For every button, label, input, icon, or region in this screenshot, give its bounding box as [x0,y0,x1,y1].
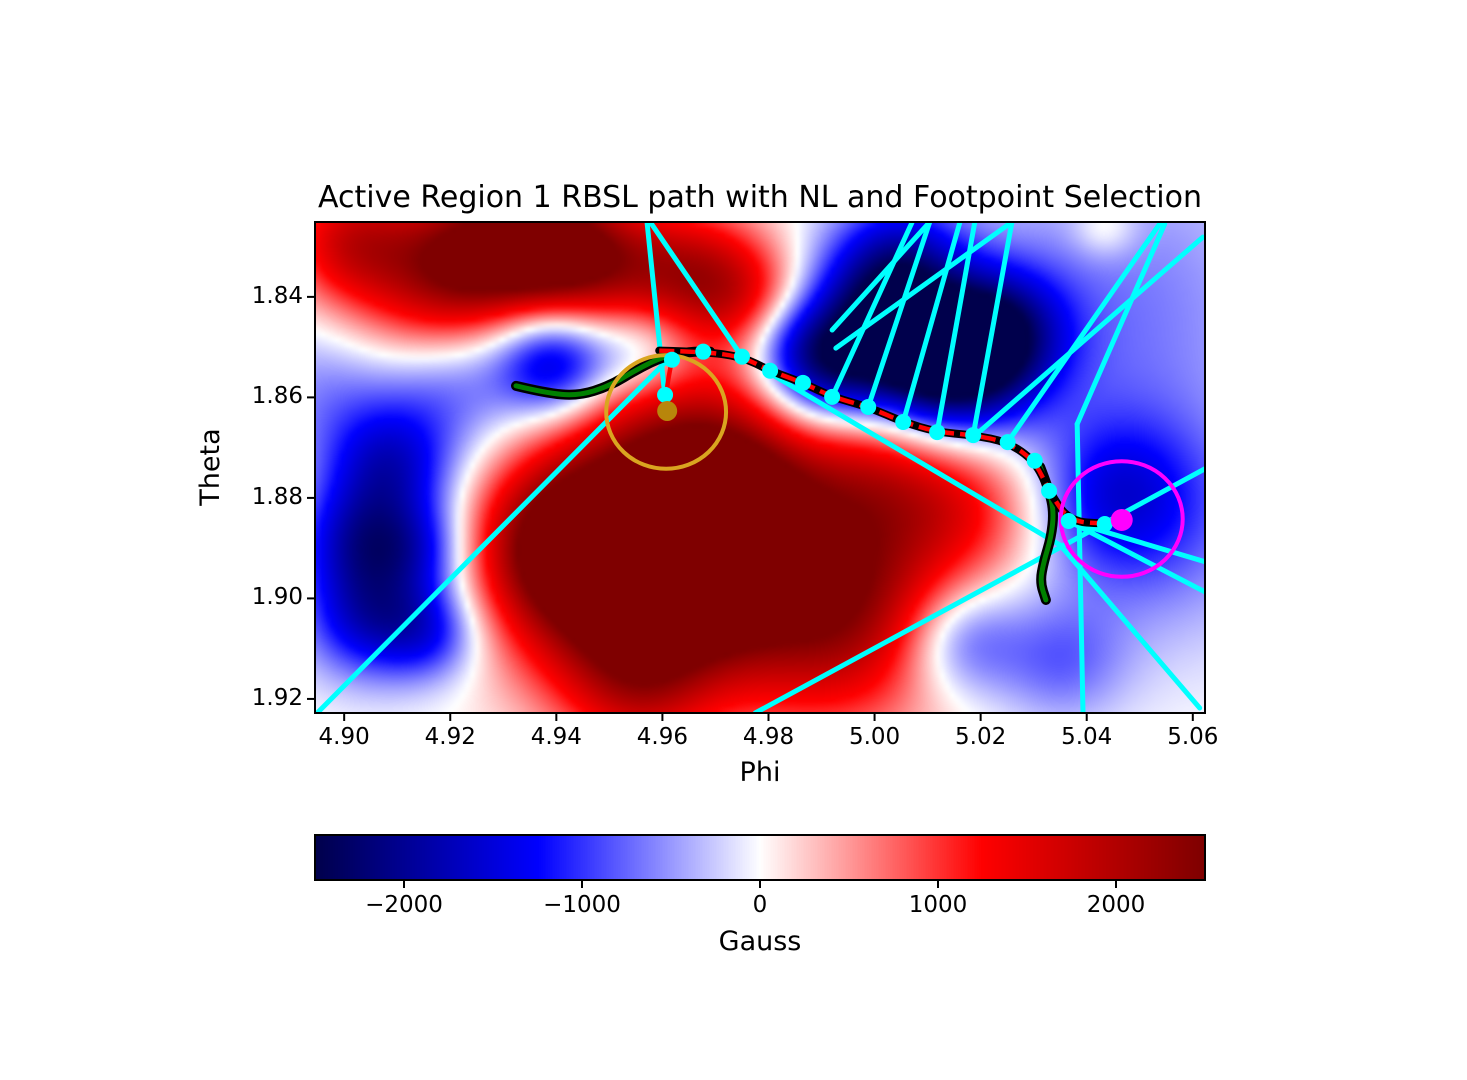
path-dot [824,388,841,405]
path-dot [794,374,811,391]
plot-content [315,222,1205,713]
x-tick-label: 5.06 [1167,724,1219,750]
field-line [865,222,933,410]
colorbar-tick-label: −1000 [543,892,621,918]
field-line [833,222,1015,351]
plot-title: Active Region 1 RBSL path with NL and Fo… [318,180,1202,215]
field-line [1066,518,1205,565]
path-dot [695,343,712,360]
x-tick-label: 4.92 [424,724,476,750]
field-line [1074,222,1168,427]
x-tick-label: 5.02 [955,724,1007,750]
x-tick-label: 4.98 [742,724,795,750]
colorbar-gradient [315,835,1205,880]
path-dot [965,427,982,444]
y-axis-label: Theta [195,428,226,506]
footpoint-circle-right [1058,459,1185,579]
colorbar-label: Gauss [718,926,802,957]
field-line [829,222,915,400]
field-line [1066,518,1205,595]
path-dot [657,386,674,403]
y-tick-label: 1.86 [251,383,303,410]
field-line-layer [315,222,1205,713]
x-tick-label: 4.94 [530,724,582,750]
path-dot [860,398,877,415]
x-tick-label: 5.00 [848,724,901,750]
path-dot [999,434,1016,451]
y-tick-label: 1.88 [251,483,303,510]
y-tick-label: 1.84 [251,282,303,309]
field-line [647,222,745,360]
x-axis-label: Phi [739,757,781,788]
colorbar-tick-label: −2000 [365,892,443,918]
field-line [739,354,1063,548]
field-line [315,353,675,713]
path-dot [929,424,946,441]
field-line [1005,222,1164,445]
path-dot [1060,513,1077,530]
field-line [1074,421,1086,713]
y-tick-label: 1.92 [251,684,303,711]
plot-border [314,221,1206,714]
colorbar-tick-label: 2000 [1086,892,1146,918]
field-line [934,222,978,435]
path-dot-layer [657,343,1113,533]
path-dot [895,414,912,431]
x-tick-label: 5.04 [1061,724,1113,750]
x-tick-label: 4.90 [318,724,370,750]
path-dot [1026,452,1043,469]
field-line [970,234,1205,440]
colorbar-tick-label: 0 [752,892,768,918]
footpoint-dot-left [657,400,678,421]
colorbar-border [314,834,1206,881]
x-tick-label: 4.96 [636,724,689,750]
y-tick-label: 1.90 [251,584,303,611]
magnetogram-heatmap [315,222,1205,713]
path-dot [1096,516,1113,533]
field-line [829,222,933,333]
field-line [900,222,963,425]
footpoint-dot-right [1110,509,1133,532]
colorbar-tick-label: 1000 [908,892,968,918]
field-line [970,222,1015,438]
field-line [752,466,1205,713]
path-dot [762,362,779,379]
field-line [1057,542,1203,711]
field-line [644,222,668,401]
path-dot [663,351,680,368]
path-dot [1041,482,1058,499]
path-dot [733,348,750,365]
